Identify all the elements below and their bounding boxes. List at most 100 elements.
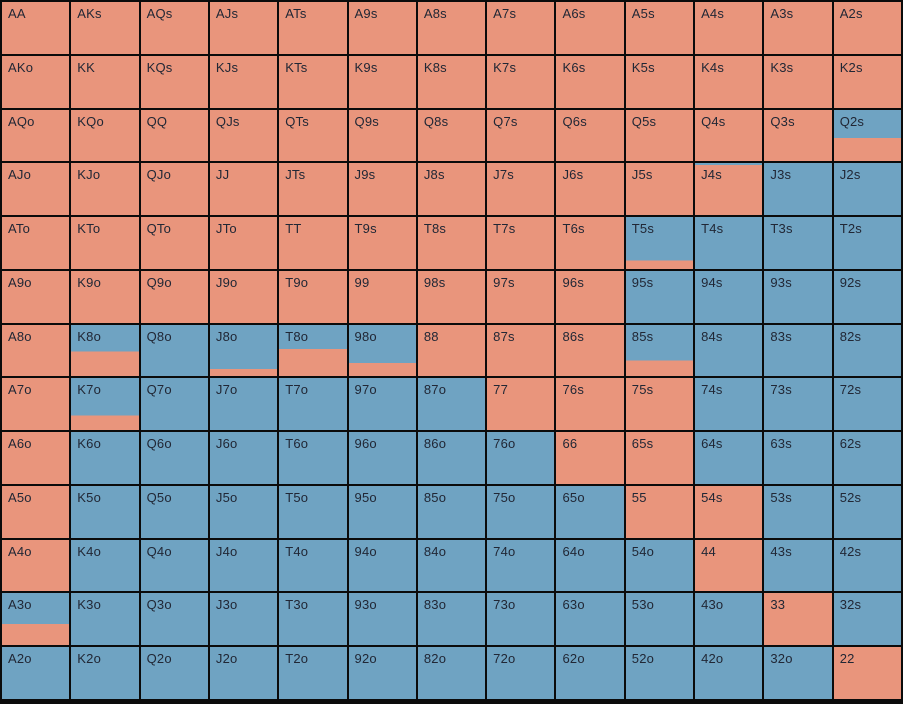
hand-cell-T6o[interactable]: T6o — [279, 432, 347, 484]
hand-cell-77[interactable]: 77 — [487, 378, 555, 431]
hand-cell-Q2o[interactable]: Q2o — [140, 647, 208, 699]
hand-cell-65o[interactable]: 65o — [556, 485, 624, 538]
hand-cell-Q3o[interactable]: Q3o — [140, 593, 208, 646]
hand-cell-64o[interactable]: 64o — [556, 539, 624, 592]
hand-cell-K3s[interactable]: K3s — [764, 55, 832, 108]
hand-cell-K8s[interactable]: K8s — [417, 55, 486, 108]
hand-cell-J8o[interactable]: J8o — [209, 324, 278, 377]
hand-cell-A4s[interactable]: A4s — [695, 2, 763, 54]
hand-cell-K4o[interactable]: K4o — [71, 539, 139, 592]
hand-cell-QTs[interactable]: QTs — [279, 109, 347, 162]
hand-cell-A5o[interactable]: A5o — [2, 485, 70, 538]
hand-cell-54o[interactable]: 54o — [625, 539, 694, 592]
hand-cell-86o[interactable]: 86o — [417, 432, 486, 484]
hand-cell-72o[interactable]: 72o — [487, 647, 555, 699]
hand-cell-T9o[interactable]: T9o — [279, 270, 347, 323]
hand-cell-Q8o[interactable]: Q8o — [140, 324, 208, 377]
hand-cell-K2o[interactable]: K2o — [71, 647, 139, 699]
hand-cell-KTs[interactable]: KTs — [279, 55, 347, 108]
hand-cell-96o[interactable]: 96o — [348, 432, 416, 484]
hand-cell-85s[interactable]: 85s — [625, 324, 694, 377]
hand-cell-T9s[interactable]: T9s — [348, 217, 416, 269]
hand-cell-K8o[interactable]: K8o — [71, 324, 139, 377]
hand-cell-74o[interactable]: 74o — [487, 539, 555, 592]
hand-cell-A9o[interactable]: A9o — [2, 270, 70, 323]
hand-cell-Q4s[interactable]: Q4s — [695, 109, 763, 162]
hand-cell-Q9o[interactable]: Q9o — [140, 270, 208, 323]
hand-cell-85o[interactable]: 85o — [417, 485, 486, 538]
hand-cell-J6s[interactable]: J6s — [556, 163, 624, 216]
hand-cell-63o[interactable]: 63o — [556, 593, 624, 646]
hand-cell-A3s[interactable]: A3s — [764, 2, 832, 54]
hand-cell-92o[interactable]: 92o — [348, 647, 416, 699]
hand-cell-KTo[interactable]: KTo — [71, 217, 139, 269]
hand-cell-Q5o[interactable]: Q5o — [140, 485, 208, 538]
hand-cell-Q8s[interactable]: Q8s — [417, 109, 486, 162]
hand-cell-A5s[interactable]: A5s — [625, 2, 694, 54]
hand-cell-J3o[interactable]: J3o — [209, 593, 278, 646]
hand-cell-Q4o[interactable]: Q4o — [140, 539, 208, 592]
hand-cell-T5s[interactable]: T5s — [625, 217, 694, 269]
hand-cell-KK[interactable]: KK — [71, 55, 139, 108]
hand-cell-J4s[interactable]: J4s — [695, 163, 763, 216]
hand-cell-64s[interactable]: 64s — [695, 432, 763, 484]
hand-cell-94s[interactable]: 94s — [695, 270, 763, 323]
hand-cell-T2o[interactable]: T2o — [279, 647, 347, 699]
hand-cell-72s[interactable]: 72s — [833, 378, 901, 431]
hand-cell-T2s[interactable]: T2s — [833, 217, 901, 269]
hand-cell-TT[interactable]: TT — [279, 217, 347, 269]
hand-cell-74s[interactable]: 74s — [695, 378, 763, 431]
hand-cell-JTs[interactable]: JTs — [279, 163, 347, 216]
hand-cell-J2o[interactable]: J2o — [209, 647, 278, 699]
hand-cell-Q7s[interactable]: Q7s — [487, 109, 555, 162]
hand-cell-52o[interactable]: 52o — [625, 647, 694, 699]
hand-cell-99[interactable]: 99 — [348, 270, 416, 323]
hand-cell-97s[interactable]: 97s — [487, 270, 555, 323]
hand-cell-62s[interactable]: 62s — [833, 432, 901, 484]
hand-cell-KJo[interactable]: KJo — [71, 163, 139, 216]
hand-cell-QJs[interactable]: QJs — [209, 109, 278, 162]
hand-cell-K5o[interactable]: K5o — [71, 485, 139, 538]
hand-cell-A8o[interactable]: A8o — [2, 324, 70, 377]
hand-cell-52s[interactable]: 52s — [833, 485, 901, 538]
hand-cell-T5o[interactable]: T5o — [279, 485, 347, 538]
hand-cell-82o[interactable]: 82o — [417, 647, 486, 699]
hand-cell-A2s[interactable]: A2s — [833, 2, 901, 54]
hand-cell-J8s[interactable]: J8s — [417, 163, 486, 216]
hand-cell-J7s[interactable]: J7s — [487, 163, 555, 216]
hand-cell-98o[interactable]: 98o — [348, 324, 416, 377]
hand-cell-73o[interactable]: 73o — [487, 593, 555, 646]
hand-cell-AKo[interactable]: AKo — [2, 55, 70, 108]
hand-cell-J5s[interactable]: J5s — [625, 163, 694, 216]
hand-cell-T8s[interactable]: T8s — [417, 217, 486, 269]
hand-cell-T6s[interactable]: T6s — [556, 217, 624, 269]
hand-cell-A6o[interactable]: A6o — [2, 432, 70, 484]
hand-cell-84s[interactable]: 84s — [695, 324, 763, 377]
hand-cell-J3s[interactable]: J3s — [764, 163, 832, 216]
hand-cell-JTo[interactable]: JTo — [209, 217, 278, 269]
hand-cell-K6s[interactable]: K6s — [556, 55, 624, 108]
hand-cell-95s[interactable]: 95s — [625, 270, 694, 323]
hand-cell-87o[interactable]: 87o — [417, 378, 486, 431]
hand-cell-22[interactable]: 22 — [833, 647, 901, 699]
hand-cell-J9s[interactable]: J9s — [348, 163, 416, 216]
hand-cell-T3s[interactable]: T3s — [764, 217, 832, 269]
hand-cell-82s[interactable]: 82s — [833, 324, 901, 377]
hand-cell-K5s[interactable]: K5s — [625, 55, 694, 108]
hand-cell-JJ[interactable]: JJ — [209, 163, 278, 216]
hand-cell-QQ[interactable]: QQ — [140, 109, 208, 162]
hand-cell-K9o[interactable]: K9o — [71, 270, 139, 323]
hand-cell-94o[interactable]: 94o — [348, 539, 416, 592]
hand-cell-T3o[interactable]: T3o — [279, 593, 347, 646]
hand-cell-Q6o[interactable]: Q6o — [140, 432, 208, 484]
hand-cell-K3o[interactable]: K3o — [71, 593, 139, 646]
hand-cell-75o[interactable]: 75o — [487, 485, 555, 538]
hand-cell-88[interactable]: 88 — [417, 324, 486, 377]
hand-cell-92s[interactable]: 92s — [833, 270, 901, 323]
hand-cell-76o[interactable]: 76o — [487, 432, 555, 484]
hand-cell-AJo[interactable]: AJo — [2, 163, 70, 216]
hand-cell-J9o[interactable]: J9o — [209, 270, 278, 323]
hand-cell-ATo[interactable]: ATo — [2, 217, 70, 269]
hand-cell-83o[interactable]: 83o — [417, 593, 486, 646]
hand-cell-87s[interactable]: 87s — [487, 324, 555, 377]
